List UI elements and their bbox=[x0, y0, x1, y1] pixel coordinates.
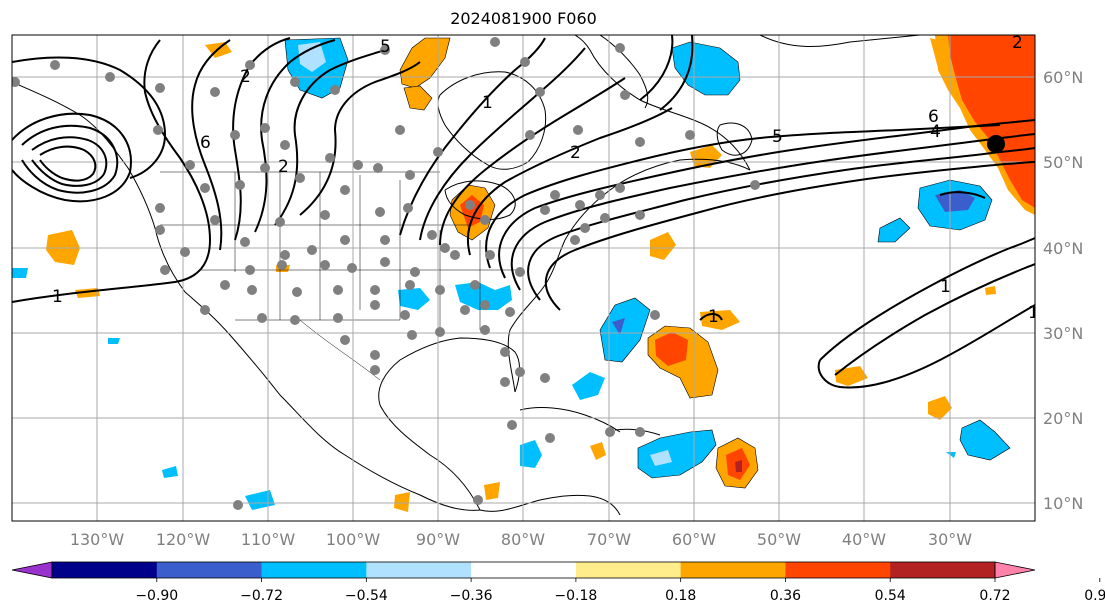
longitude-labels: 130°W 120°W 110°W 100°W 90°W 80°W 70°W 6… bbox=[70, 530, 972, 549]
contour-label: 2 bbox=[240, 67, 251, 87]
lon-tick-label: 70°W bbox=[587, 530, 631, 549]
lat-tick-label: 60°N bbox=[1043, 68, 1083, 87]
colorbar-extend-low bbox=[11, 561, 53, 579]
colorbar-tick-label: −0.18 bbox=[554, 588, 597, 604]
contour-label: 1 bbox=[482, 93, 493, 113]
colorbar-extend-high bbox=[994, 561, 1036, 579]
lon-tick-label: 80°W bbox=[501, 530, 545, 549]
colorbar-tick-label: 0.90 bbox=[1084, 588, 1105, 604]
colorbar-tick-label: 0.18 bbox=[665, 588, 696, 604]
contour-label: 1 bbox=[1028, 303, 1039, 323]
colorbar-swatch bbox=[261, 562, 367, 578]
map-title: 2024081900 F060 bbox=[450, 9, 597, 28]
colorbar-tick-label: 0.36 bbox=[770, 588, 801, 604]
lat-tick-label: 50°N bbox=[1043, 153, 1083, 172]
contour-labels: 1 1 2 5 6 4 1 1 2 2 6 5 2 1 bbox=[52, 33, 1039, 327]
lon-tick-label: 40°W bbox=[842, 530, 886, 549]
lon-tick-label: 110°W bbox=[241, 530, 296, 549]
contour-label: 2 bbox=[278, 157, 289, 177]
cold-anomaly-caribbean bbox=[637, 429, 717, 479]
colorbar-swatch bbox=[471, 562, 577, 578]
lon-tick-label: 60°W bbox=[672, 530, 716, 549]
colorbar-tick-label: −0.90 bbox=[135, 588, 178, 604]
lon-tick-label: 30°W bbox=[928, 530, 972, 549]
coastlines bbox=[12, 35, 921, 516]
station-markers bbox=[12, 37, 760, 510]
lon-tick-label: 50°W bbox=[757, 530, 801, 549]
contour-label: 5 bbox=[772, 127, 783, 147]
lat-tick-label: 20°N bbox=[1043, 409, 1083, 428]
map-frame bbox=[11, 34, 1036, 522]
lon-tick-label: 120°W bbox=[156, 530, 211, 549]
lon-tick-label: 100°W bbox=[326, 530, 381, 549]
contour-label: 6 bbox=[200, 133, 211, 153]
lat-tick-label: 40°N bbox=[1043, 239, 1083, 258]
lat-tick-label: 30°N bbox=[1043, 324, 1083, 343]
lat-tick-label: 10°N bbox=[1043, 494, 1083, 513]
colorbar-swatch bbox=[575, 562, 682, 578]
colorbar-swatch bbox=[890, 562, 996, 578]
contour-label: 1 bbox=[52, 287, 63, 307]
colorbar-swatch bbox=[366, 562, 472, 578]
contour-label: 2 bbox=[570, 143, 581, 163]
colorbar-tick-label: 0.54 bbox=[875, 588, 906, 604]
contour-label: 1 bbox=[940, 277, 951, 297]
lon-tick-label: 90°W bbox=[416, 530, 460, 549]
anomaly-shading bbox=[12, 35, 1035, 512]
colorbar bbox=[11, 561, 1036, 579]
colorbar-outline bbox=[51, 561, 996, 579]
colorbar-tick-label: −0.54 bbox=[345, 588, 388, 604]
colorbar-swatch bbox=[52, 562, 158, 578]
contour-lines bbox=[12, 35, 1035, 389]
colorbar-swatch bbox=[785, 562, 891, 578]
colorbar-tick-label: −0.36 bbox=[450, 588, 493, 604]
contour-label: 2 bbox=[1012, 33, 1023, 53]
colorbar-swatch bbox=[680, 562, 786, 578]
contour-label: 5 bbox=[380, 37, 391, 57]
colorbar-swatch bbox=[156, 562, 263, 578]
cold-anomaly-subtropical-atlantic bbox=[599, 297, 651, 363]
colorbar-ticks: −0.90 −0.72 −0.54 −0.36 −0.18 0.18 0.36 0.54 0.7… bbox=[135, 578, 1105, 604]
lon-tick-label: 130°W bbox=[70, 530, 125, 549]
latitude-labels: 60°N 50°N 40°N 30°N 20°N 10°N bbox=[1043, 68, 1083, 513]
colorbar-tick-label: 0.72 bbox=[979, 588, 1010, 604]
contour-label: 6 bbox=[928, 107, 939, 127]
storm-center-marker bbox=[987, 135, 1005, 153]
contour-label: 4 bbox=[930, 122, 941, 142]
colorbar-tick-label: −0.72 bbox=[240, 588, 283, 604]
contour-label: 1 bbox=[708, 307, 719, 327]
